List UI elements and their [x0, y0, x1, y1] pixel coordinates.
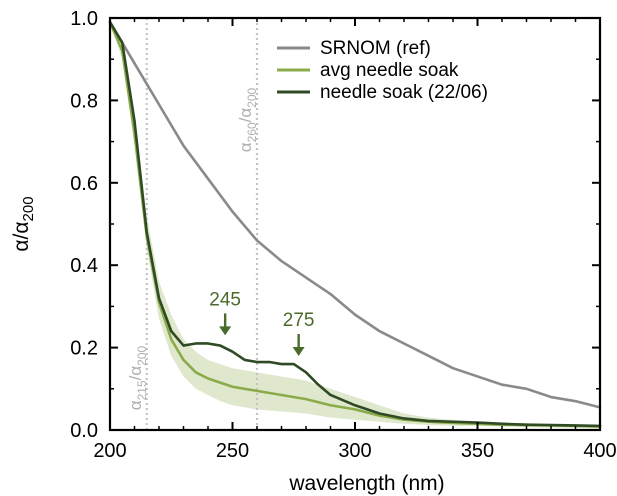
x-tick-label-4: 400 — [583, 440, 616, 462]
peak-annotations: 245 275 — [209, 289, 315, 357]
series-line-0 — [108, 20, 602, 409]
x-axis-label: wavelength (nm) — [288, 472, 444, 495]
legend-label-0: SRNOM (ref) — [320, 38, 431, 59]
legend-label-1: avg needle soak — [320, 60, 459, 81]
y-tick-label-3: 0.6 — [70, 173, 98, 195]
y-tick-label-0: 0.0 — [70, 420, 98, 442]
y-axis-label-sub: 200 — [20, 196, 37, 221]
x-tick-label-3: 350 — [461, 440, 494, 462]
series-lines — [108, 20, 602, 429]
annotation-arrowhead-0 — [219, 326, 232, 336]
vline-label-sub: 200 — [135, 345, 149, 365]
series-line-2 — [108, 20, 602, 428]
y-axis-label-base: α/α — [10, 221, 33, 251]
y-tick-label-2: 0.4 — [70, 255, 98, 277]
vline-label-1: α260/α200 — [236, 87, 259, 152]
vline-label-base: α — [126, 400, 145, 410]
vline-label-sep: /α — [126, 366, 145, 381]
annotation-label-0: 245 — [209, 289, 241, 310]
x-tick-label-2: 300 — [338, 440, 371, 462]
vline-label-0: α215/α200 — [126, 345, 149, 410]
vline-label-sub: 260 — [245, 122, 259, 142]
y-axis-label: α/α200 — [10, 196, 37, 251]
vline-label-sub: 200 — [245, 87, 259, 107]
annotation-label-1: 275 — [283, 310, 315, 331]
legend-label-2: needle soak (22/06) — [320, 82, 488, 103]
x-tick-label-0: 200 — [93, 440, 126, 462]
y-tick-label-4: 0.8 — [70, 90, 98, 112]
vline-label-base: α — [236, 142, 255, 152]
vline-label-sub: 215 — [135, 380, 149, 400]
axes: 200 250 300 350 400 0.0 0.2 0.4 0.6 0.8 1.0 wavelen… — [10, 8, 617, 495]
annotation-arrowhead-1 — [292, 347, 305, 357]
y-tick-label-5: 1.0 — [70, 8, 98, 30]
vline-label-sep: /α — [236, 108, 255, 123]
x-tick-label-1: 250 — [216, 440, 249, 462]
y-tick-label-1: 0.2 — [70, 338, 98, 360]
